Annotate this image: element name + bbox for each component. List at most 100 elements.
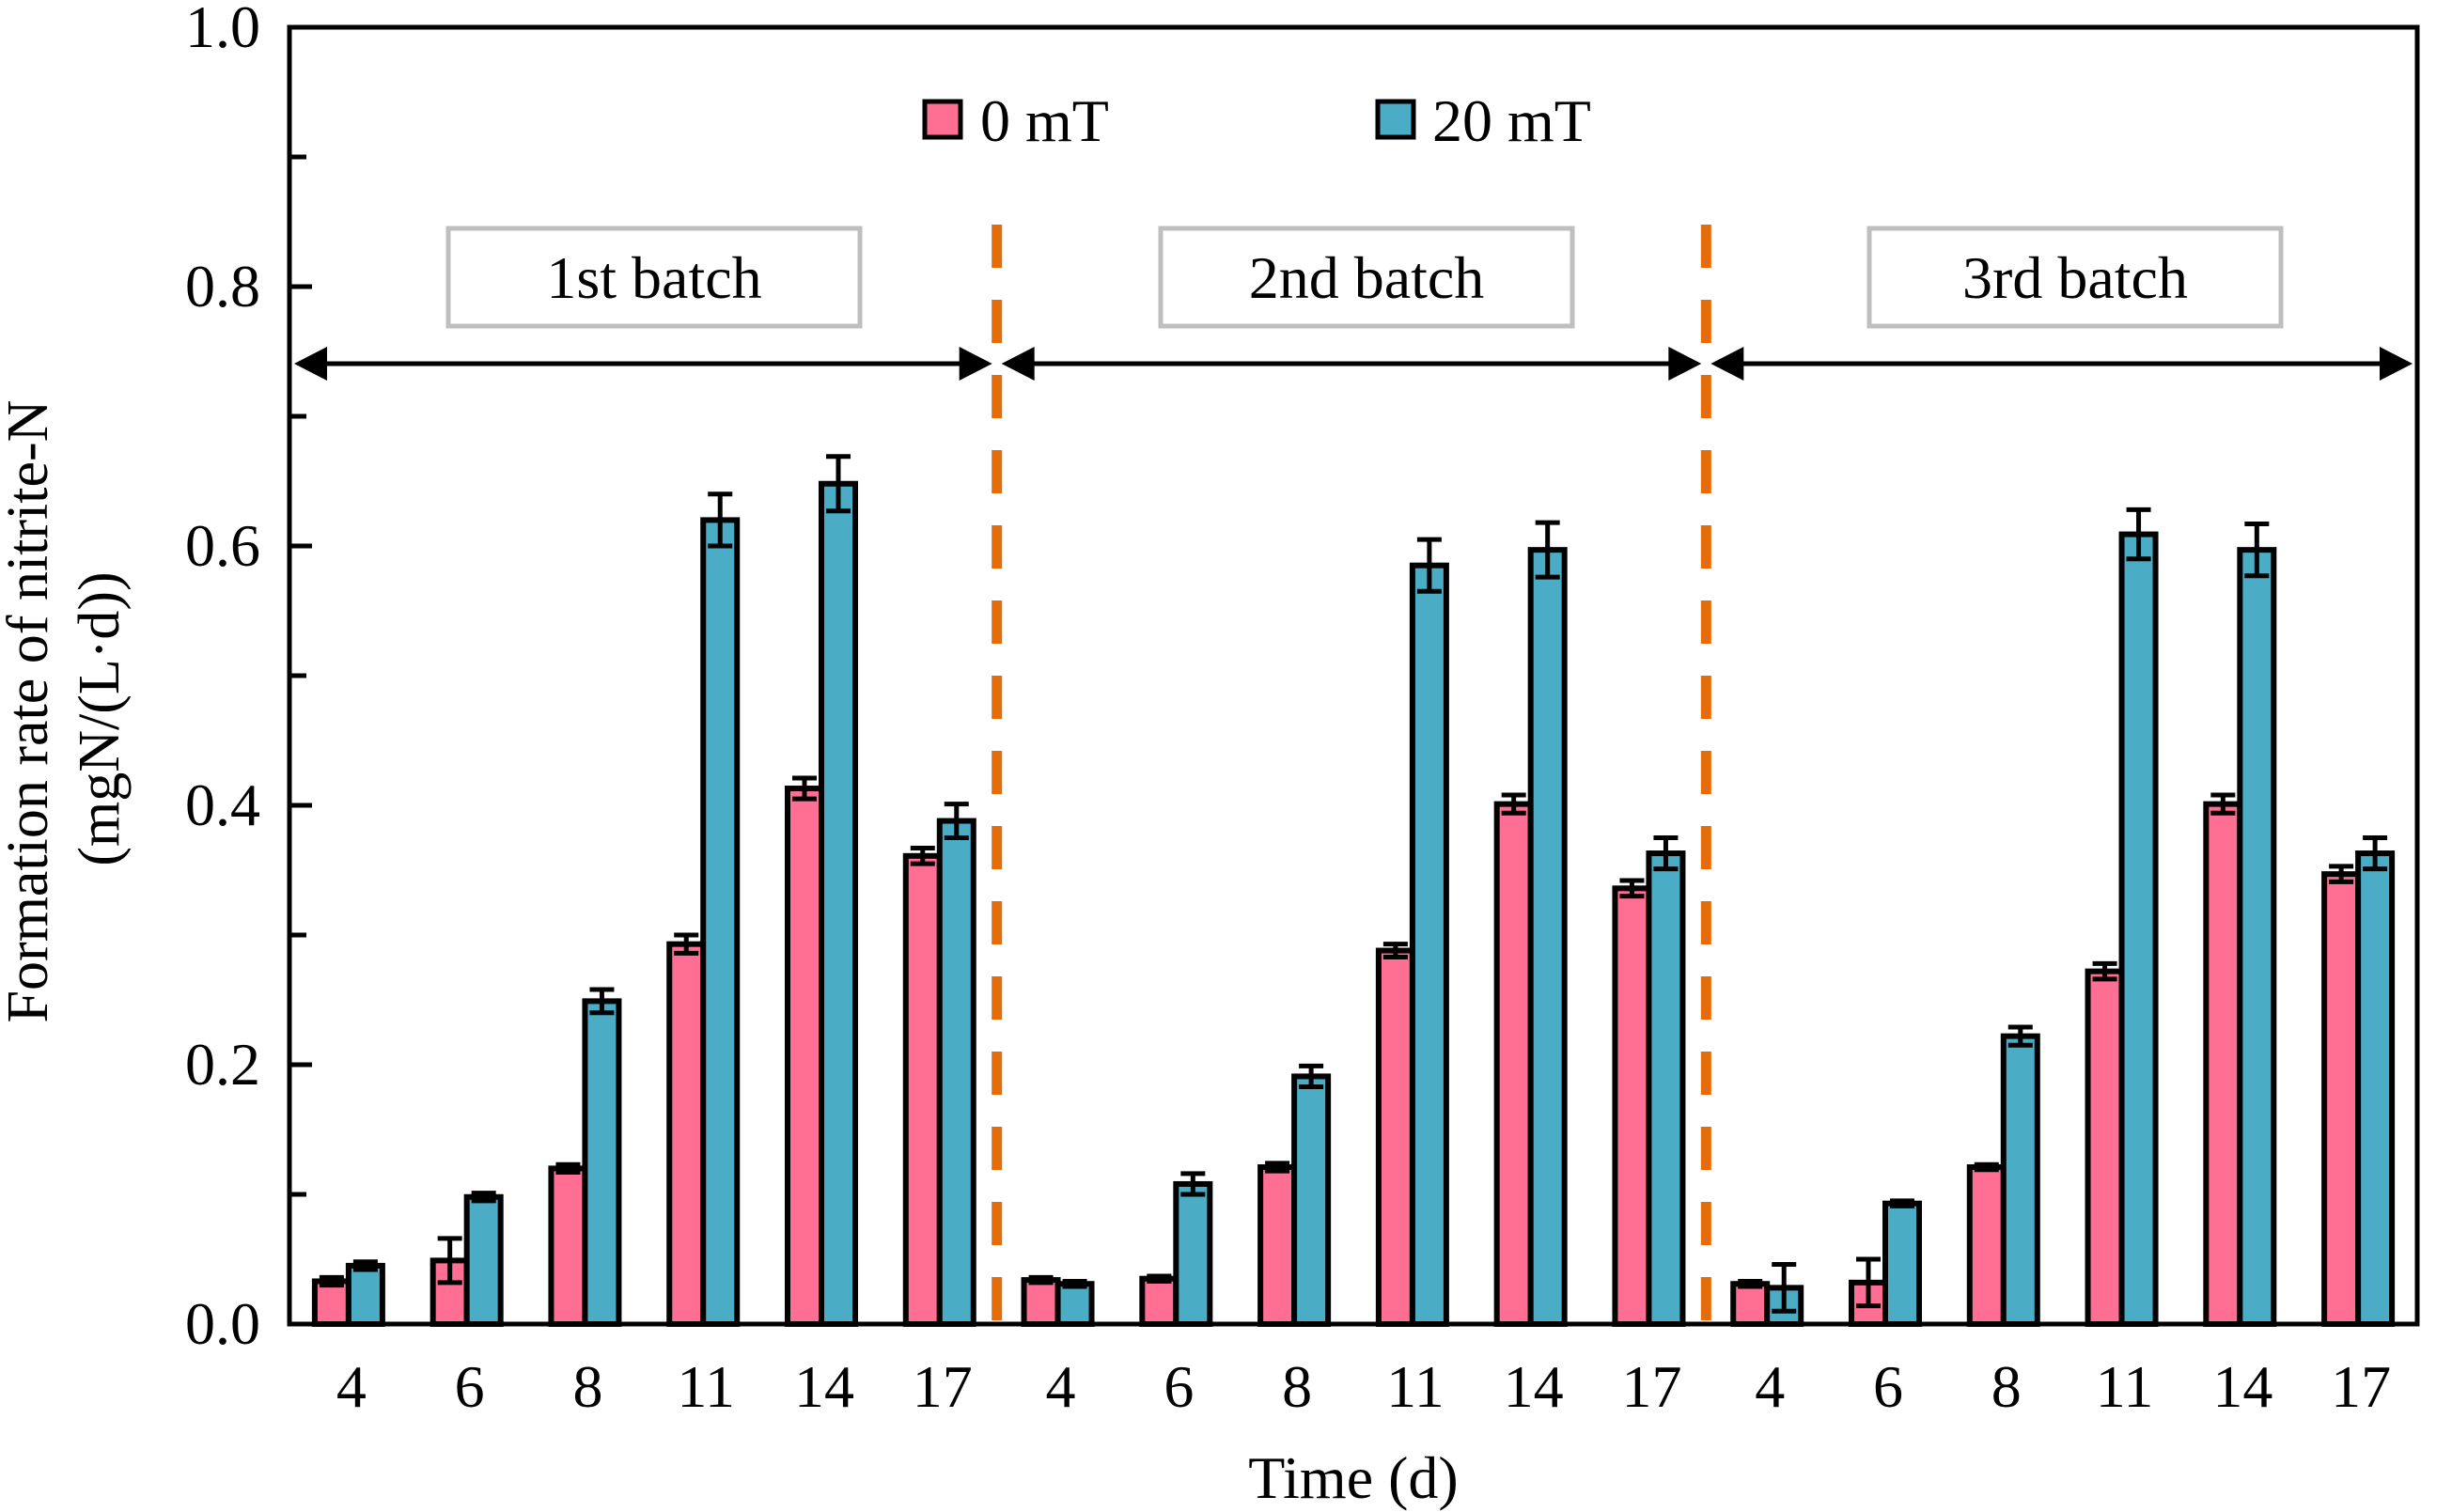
bar-0mT-6	[1021, 1277, 1061, 1327]
bar-0mT-5	[902, 852, 943, 1327]
error-bar-0mT-3	[674, 932, 699, 956]
x-tick-label: 11	[677, 1353, 735, 1420]
bars-layer	[311, 454, 2396, 1328]
arrow-head-left-icon	[294, 347, 327, 381]
batch-label-box: 1st batch	[445, 226, 863, 329]
error-bar-0mT-9	[1382, 942, 1408, 959]
error-bar-0mT-4	[792, 775, 817, 802]
batch-range-arrow	[1001, 347, 1702, 381]
error-bar-20mT-1	[471, 1191, 496, 1204]
error-bar-20mT-0	[352, 1259, 378, 1272]
error-bar-0mT-12	[1738, 1278, 1763, 1289]
batch-box-label: 3rd batch	[1962, 244, 2188, 311]
x-tick-label: 4	[336, 1353, 367, 1420]
x-tick-label: 6	[455, 1353, 485, 1420]
bar-0mT-16	[2203, 801, 2243, 1327]
error-bar-20mT-5	[944, 802, 969, 840]
batch-separators	[992, 225, 1711, 1324]
batch-box-frame	[1158, 226, 1575, 329]
error-bar-0mT-13	[1856, 1256, 1881, 1309]
error-bar-20mT-13	[1890, 1198, 1914, 1208]
error-bar-0mT-10	[1501, 792, 1526, 816]
bar-20mT-5	[936, 818, 976, 1327]
bar-20mT-15	[2118, 531, 2159, 1327]
bar-0mT-8	[1257, 1164, 1298, 1328]
y-axis-title-line2: (mgN/(L·d))	[68, 571, 132, 865]
legend-swatch-20mT	[1375, 99, 1416, 140]
error-bar-0mT-8	[1265, 1161, 1290, 1174]
batch-box-frame	[1866, 226, 2284, 329]
legend: 0 mT 20 mT	[922, 87, 1591, 154]
x-tick-label: 4	[1755, 1353, 1785, 1420]
error-bar-20mT-17	[2363, 835, 2388, 872]
bar-20mT-1	[463, 1193, 504, 1328]
x-tick-label: 11	[2096, 1353, 2154, 1420]
x-tick-label: 6	[1873, 1353, 1903, 1420]
bar-0mT-12	[1730, 1281, 1771, 1327]
bar-0mT-11	[1612, 885, 1652, 1327]
bar-0mT-15	[2085, 968, 2125, 1327]
bar-20mT-11	[1646, 850, 1686, 1327]
error-bar-0mT-15	[2092, 960, 2117, 982]
bar-20mT-14	[2000, 1033, 2040, 1327]
error-bar-20mT-16	[2244, 522, 2270, 579]
y-tick-label: 0.8	[185, 253, 260, 320]
batch-labels: 1st batch 2nd batch 3rd batch	[445, 226, 2284, 329]
error-bar-20mT-6	[1062, 1278, 1087, 1289]
y-tick-label: 0.2	[185, 1031, 260, 1098]
y-axis-ticks: 0.0 0.2 0.4 0.6 0.8 1.0	[185, 0, 312, 1357]
error-bar-0mT-2	[555, 1161, 581, 1176]
error-bar-20mT-14	[2007, 1024, 2033, 1048]
bar-20mT-4	[819, 480, 858, 1327]
bar-20mT-2	[582, 998, 622, 1327]
batch-label-box: 3rd batch	[1866, 226, 2284, 329]
arrow-head-right-icon	[2380, 347, 2413, 381]
y-tick-label: 1.0	[185, 0, 260, 60]
x-axis-title: Time (d)	[1248, 1444, 1458, 1511]
error-bar-20mT-8	[1299, 1063, 1324, 1089]
batch-range-arrow	[1710, 347, 2413, 381]
error-bar-20mT-9	[1416, 537, 1442, 594]
bar-20mT-8	[1291, 1073, 1332, 1328]
error-bar-0mT-1	[437, 1236, 462, 1286]
arrow-head-right-icon	[959, 347, 992, 381]
x-tick-label: 8	[1282, 1353, 1312, 1420]
bar-20mT-9	[1409, 562, 1449, 1327]
x-tick-label: 14	[794, 1353, 854, 1420]
bar-20mT-7	[1173, 1180, 1213, 1327]
x-tick-label: 11	[1386, 1353, 1445, 1420]
error-bar-0mT-6	[1028, 1274, 1054, 1286]
x-tick-label: 4	[1046, 1353, 1076, 1420]
y-tick-label: 0.4	[185, 772, 260, 838]
batch-label-box: 2nd batch	[1158, 226, 1575, 329]
error-bar-20mT-10	[1535, 520, 1560, 580]
error-bar-0mT-17	[2329, 864, 2354, 884]
error-bar-0mT-11	[1619, 878, 1645, 899]
bar-0mT-2	[548, 1165, 588, 1328]
bar-0mT-0	[311, 1278, 351, 1327]
y-axis-title-line1: Formation rate of nitrite-N	[0, 400, 60, 1023]
error-bar-0mT-14	[1974, 1161, 1999, 1173]
bar-20mT-0	[345, 1262, 385, 1328]
x-axis-ticks: 4 6 8 11 14 17 4 6 8 11 14 17 4 6 8 11 14 17	[336, 1353, 2391, 1420]
error-bar-20mT-15	[2126, 507, 2151, 562]
x-tick-label: 14	[2212, 1353, 2272, 1420]
bar-0mT-9	[1375, 947, 1415, 1327]
batch-box-label: 2nd batch	[1249, 244, 1485, 311]
batch-box-frame	[445, 226, 863, 329]
bar-0mT-3	[666, 941, 707, 1327]
x-tick-label: 17	[913, 1353, 973, 1420]
legend-swatch-0mT	[922, 99, 963, 140]
error-bar-20mT-3	[708, 491, 733, 549]
arrow-head-left-icon	[1710, 347, 1744, 381]
error-bar-0mT-0	[319, 1274, 344, 1288]
x-tick-label: 8	[1991, 1353, 2022, 1420]
bar-20mT-10	[1527, 547, 1568, 1327]
bar-20mT-6	[1054, 1281, 1095, 1327]
bar-20mT-17	[2355, 850, 2396, 1327]
batch-range-arrow	[294, 347, 992, 381]
x-tick-label: 14	[1504, 1353, 1564, 1420]
legend-label-0mT: 0 mT	[980, 87, 1109, 154]
legend-label-20mT: 20 mT	[1432, 87, 1591, 154]
